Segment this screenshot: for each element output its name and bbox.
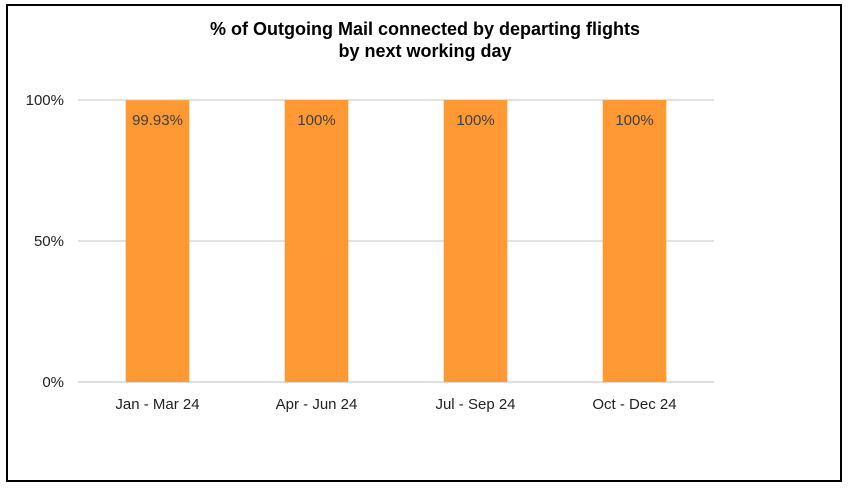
x-axis-labels: Jan - Mar 24 Apr - Jun 24 Jul - Sep 24 Oct … xyxy=(115,396,676,413)
chart-title: % of Outgoing Mail connected by departin… xyxy=(0,18,850,62)
bar-3 xyxy=(443,100,508,382)
x-tick-label-4: Oct - Dec 24 xyxy=(592,396,676,413)
y-tick-label-50: 50% xyxy=(34,233,64,250)
data-label-3: 100% xyxy=(456,112,494,129)
y-axis-labels: 0% 50% 100% xyxy=(26,92,64,391)
x-tick-label-2: Apr - Jun 24 xyxy=(276,396,358,413)
y-tick-label-100: 100% xyxy=(26,92,64,109)
bar-1 xyxy=(125,100,190,383)
bars xyxy=(125,100,667,383)
data-label-2: 100% xyxy=(297,112,335,129)
bar-2 xyxy=(284,100,349,382)
y-tick-label-0: 0% xyxy=(42,374,64,391)
chart-title-line-1: % of Outgoing Mail connected by departin… xyxy=(210,19,640,39)
bar-4 xyxy=(602,100,667,382)
chart-title-line-2: by next working day xyxy=(338,41,512,61)
x-tick-label-3: Jul - Sep 24 xyxy=(435,396,515,413)
data-label-1: 99.93% xyxy=(132,112,183,129)
data-labels: 99.93% 100% 100% 100% xyxy=(132,112,654,129)
x-tick-label-1: Jan - Mar 24 xyxy=(115,396,199,413)
data-label-4: 100% xyxy=(615,112,653,129)
